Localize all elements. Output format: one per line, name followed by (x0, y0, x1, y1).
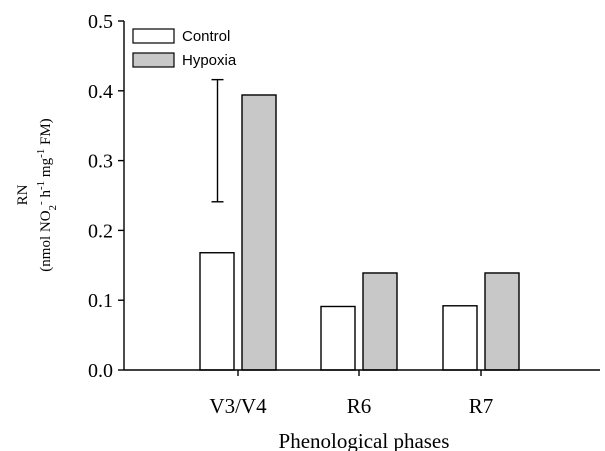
bar-hypoxia-v3-v4 (241, 94, 277, 371)
y-tick-label: 0.5 (88, 11, 113, 33)
x-tick-label: R6 (347, 394, 372, 418)
x-tick-label: V3/V4 (209, 394, 267, 418)
bar-control-r7 (442, 305, 478, 371)
error-bars-group (211, 78, 224, 203)
y-tick-label: 0.3 (88, 151, 113, 173)
bar-control-v3-v4 (199, 252, 235, 371)
y-axis-unit: (nmol NO2- h-1 mg-1 FM) (35, 118, 59, 271)
axes-group: 0.0 0.1 0.2 0.3 0.4 0.5 V3/V4 R6 R7 Phenological … (15, 11, 600, 451)
y-tick-label: 0.0 (88, 360, 113, 382)
bar-hypoxia-r6 (362, 272, 398, 371)
bar-hypoxia-r7 (484, 272, 520, 371)
legend: Control Hypoxia (132, 28, 237, 69)
x-axis-title: Phenological phases (279, 429, 450, 451)
bars-group (199, 94, 520, 371)
legend-swatch-hypoxia (132, 52, 175, 68)
legend-label-control: Control (182, 28, 230, 45)
y-tick-label: 0.1 (88, 290, 113, 312)
legend-swatch-control (132, 28, 175, 44)
legend-label-hypoxia: Hypoxia (182, 52, 237, 69)
y-axis-title: RN (15, 184, 31, 205)
y-tick-label: 0.2 (88, 220, 113, 242)
bar-control-r6 (320, 305, 356, 371)
y-tick-label: 0.4 (88, 81, 113, 103)
x-tick-label: R7 (469, 394, 494, 418)
